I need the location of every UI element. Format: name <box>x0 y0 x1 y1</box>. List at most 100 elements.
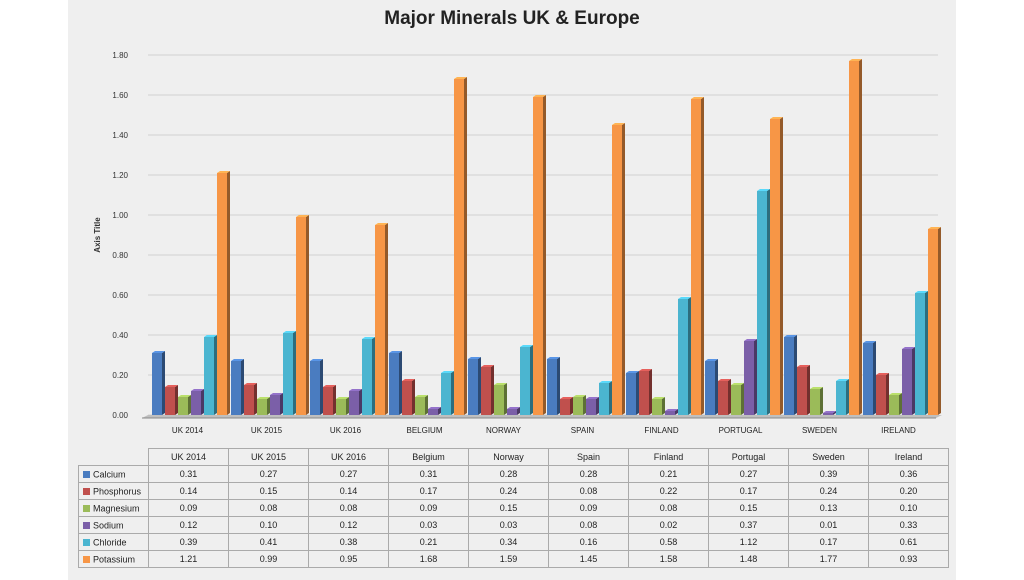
bar-calcium-norway <box>468 359 478 415</box>
x-tick-label: IRELAND <box>881 426 916 435</box>
table-cell: 1.48 <box>708 550 789 568</box>
bar-side <box>780 117 783 415</box>
bar-sodium-uk-2015 <box>270 395 280 415</box>
bar-phosphorus-finland <box>639 371 649 415</box>
bar-top <box>889 393 902 395</box>
bar-side <box>359 389 362 415</box>
bar-side <box>372 337 375 415</box>
bar-chloride-norway <box>520 347 530 415</box>
bar-side <box>649 369 652 415</box>
table-cell: 0.14 <box>148 482 229 500</box>
bar-phosphorus-sweden <box>797 367 807 415</box>
bar-magnesium-ireland <box>889 395 899 415</box>
bar-top <box>310 359 323 361</box>
bar-side <box>754 339 757 415</box>
x-tick-label: FINLAND <box>644 426 678 435</box>
bar-chloride-uk-2016 <box>362 339 372 415</box>
bar-phosphorus-uk-2016 <box>323 387 333 415</box>
bar-magnesium-uk-2016 <box>336 399 346 415</box>
bar-top <box>547 357 560 359</box>
bar-side <box>438 407 441 415</box>
chart-floor <box>142 415 942 418</box>
bar-potassium-uk-2015 <box>296 217 306 415</box>
bar-top <box>639 369 652 371</box>
bar-side <box>820 387 823 415</box>
bar-sodium-uk-2016 <box>349 391 359 415</box>
bar-top <box>770 117 783 119</box>
table-cell: 0.61 <box>868 533 949 551</box>
legend-entry: Magnesium <box>78 499 149 517</box>
bar-potassium-sweden <box>849 61 859 415</box>
bar-magnesium-uk-2015 <box>257 399 267 415</box>
table-row: Chloride 0.39 0.41 0.38 0.21 0.34 0.16 0.58 1.12… <box>78 533 949 551</box>
table-cell: 0.37 <box>708 516 789 534</box>
x-tick-label: SWEDEN <box>802 426 837 435</box>
legend-entry: Phosphorus <box>78 482 149 500</box>
y-tick-label: 1.00 <box>112 211 128 220</box>
bar-side <box>859 59 862 415</box>
bar-potassium-uk-2016 <box>375 225 385 415</box>
bar-top <box>823 411 836 413</box>
bar-side <box>583 395 586 415</box>
bar-top <box>270 393 283 395</box>
table-cell: 0.20 <box>868 482 949 500</box>
bar-top <box>481 365 494 367</box>
bar-calcium-finland <box>626 373 636 415</box>
x-tick-label: NORWAY <box>486 426 522 435</box>
table-cell: 0.24 <box>468 482 549 500</box>
bar-side <box>636 371 639 415</box>
bar-top <box>468 357 481 359</box>
y-tick-label: 0.40 <box>112 331 128 340</box>
bar-calcium-sweden <box>784 337 794 415</box>
bar-side <box>886 373 889 415</box>
table-cell: 0.39 <box>148 533 229 551</box>
bar-top <box>810 387 823 389</box>
y-tick-label: 0.80 <box>112 251 128 260</box>
series-name: Phosphorus <box>93 486 142 497</box>
table-row: Potassium 1.21 0.99 0.95 1.68 1.59 1.45 1.58 1.4… <box>78 550 949 568</box>
bar-side <box>412 379 415 415</box>
bar-calcium-spain <box>547 359 557 415</box>
bar-side <box>399 351 402 415</box>
bar-potassium-uk-2014 <box>217 173 227 415</box>
table-cell: 1.77 <box>788 550 869 568</box>
bar-side <box>385 223 388 415</box>
bar-side <box>175 385 178 415</box>
table-cell: 0.14 <box>308 482 389 500</box>
bar-magnesium-norway <box>494 385 504 415</box>
bar-potassium-belgium <box>454 79 464 415</box>
bar-top <box>178 395 191 397</box>
bar-side <box>767 189 770 415</box>
bar-side <box>530 345 533 415</box>
bar-side <box>280 393 283 415</box>
table-cell: 0.09 <box>548 499 629 517</box>
bar-magnesium-spain <box>573 397 583 415</box>
chart-title: Major Minerals UK & Europe <box>384 8 640 29</box>
y-tick-label: 0.60 <box>112 291 128 300</box>
bar-magnesium-uk-2014 <box>178 397 188 415</box>
bar-top <box>428 407 441 409</box>
bar-side <box>504 383 507 415</box>
table-cell: 0.10 <box>228 516 309 534</box>
bar-top <box>678 297 691 299</box>
series-name: Chloride <box>93 537 127 548</box>
bar-side <box>728 379 731 415</box>
bar-top <box>494 383 507 385</box>
bar-calcium-ireland <box>863 343 873 415</box>
table-cell: 0.08 <box>628 499 709 517</box>
bar-phosphorus-ireland <box>876 375 886 415</box>
bar-chloride-belgium <box>441 373 451 415</box>
bar-top <box>389 351 402 353</box>
table-row: Calcium 0.31 0.27 0.27 0.31 0.28 0.28 0.21 0.27 0… <box>78 465 949 483</box>
bar-magnesium-sweden <box>810 389 820 415</box>
table-cell: 1.68 <box>388 550 469 568</box>
bar-top <box>296 215 309 217</box>
x-tick-label: SPAIN <box>571 426 595 435</box>
bar-side <box>346 397 349 415</box>
table-corner <box>79 449 149 466</box>
bar-side <box>873 341 876 415</box>
table-row: Magnesium 0.09 0.08 0.08 0.09 0.15 0.09 0.08 0.1… <box>78 499 949 517</box>
bar-side <box>162 351 165 415</box>
table-cell: 0.12 <box>308 516 389 534</box>
